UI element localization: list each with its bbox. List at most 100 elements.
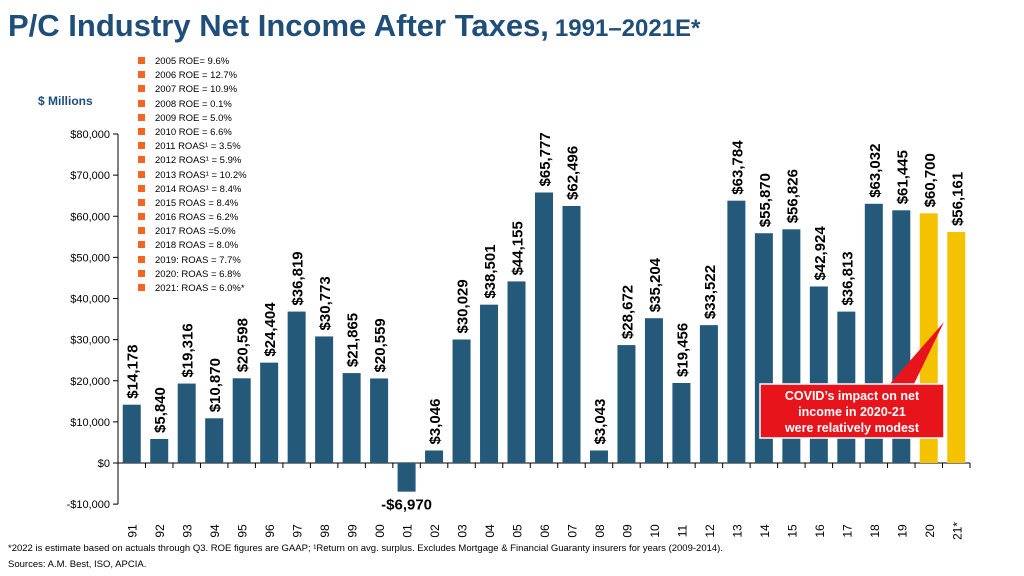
bar [397,463,416,492]
x-tick-label: 99 [346,524,360,538]
x-tick-label: 91 [126,524,140,538]
data-label: $28,672 [619,285,636,339]
legend-marker [138,156,145,164]
data-label: $55,870 [757,173,774,227]
units-label: $ Millions [38,94,93,108]
y-tick-label: $60,000 [70,211,110,223]
x-tick-label: 04 [483,524,497,538]
legend-item: 2014 ROAS¹ = 8.4% [138,183,247,197]
x-tick-label: 18 [868,524,882,538]
bar [452,339,471,463]
x-tick-label: 20 [923,524,937,538]
legend-marker [138,255,145,263]
legend-text: 2006 ROE = 12.7% [155,70,238,82]
chart-title: P/C Industry Net Income After Taxes, 1991… [8,8,700,52]
legend-item: 2011 ROAS¹ = 3.5% [138,140,247,154]
x-tick-label: 94 [208,524,222,538]
x-tick-label: 00 [373,524,387,538]
y-tick-label: $50,000 [70,252,110,264]
bar [672,382,691,463]
data-label: $44,155 [510,221,527,275]
x-tick-label: 07 [565,524,579,538]
bar [644,318,663,463]
y-tick-label: $20,000 [70,376,110,388]
x-tick-label: 08 [593,524,607,538]
data-label: $20,598 [235,318,252,372]
legend-item: 2017 ROAS =5.0% [138,225,247,239]
legend-text: 2017 ROAS =5.0% [155,226,236,238]
legend-item: 2021: ROAS = 6.0%* [138,282,247,296]
callout-text: COVID’s impact on net [785,389,920,403]
legend-marker [138,170,145,178]
legend-marker [138,269,145,277]
x-tick-label: 15 [785,524,799,538]
legend-marker [138,241,145,249]
legend-text: 2019: ROAS = 7.7% [155,254,241,266]
legend-item: 2009 ROE = 5.0% [138,112,247,126]
data-label: $3,043 [592,399,609,445]
bar [150,438,169,463]
data-label: $24,404 [262,302,279,357]
legend-text: 2009 ROE = 5.0% [155,112,232,124]
legend-marker [138,198,145,206]
x-tick-label: 11 [675,524,689,537]
bar [699,325,718,463]
data-label: $30,773 [317,276,334,330]
legend-marker [138,213,145,221]
x-tick-label: 03 [456,524,470,538]
legend-text: 2021: ROAS = 6.0%* [155,283,245,294]
x-tick-label: 92 [153,524,167,538]
data-label: $65,777 [537,132,554,186]
legend-marker [138,227,145,235]
chart-title-sub: 1991–2021E* [554,15,701,42]
data-label: $56,826 [784,169,801,223]
x-tick-label: 13 [730,524,744,538]
data-label: $63,784 [729,140,746,195]
data-label: $19,316 [180,323,197,377]
bar [727,200,746,463]
legend-marker [138,142,145,150]
data-label: $60,700 [922,153,939,207]
data-label: $36,819 [290,251,307,305]
data-label: $61,445 [894,150,911,204]
x-tick-label: 19 [895,524,909,538]
bar [535,192,553,464]
data-label: $5,840 [152,387,169,433]
x-tick-label: 05 [511,524,525,538]
x-tick-label: 17 [840,524,854,538]
x-tick-label: 93 [181,524,195,538]
footnote: *2022 is estimate based on actuals throu… [8,543,723,554]
legend-text: 2015 ROAS = 8.4% [155,197,239,209]
data-label: $20,559 [372,318,389,372]
x-tick-label: 12 [703,524,717,538]
y-tick-label: $10,000 [70,417,110,429]
legend-marker [138,284,145,291]
x-tick-label: 21* [950,522,964,540]
legend-marker [138,99,145,107]
legend-text: 2007 ROE = 10.9% [155,84,238,96]
legend-text: 2020: ROAS = 6.8% [155,268,241,280]
callout-arrow [888,322,944,388]
bar [562,205,581,463]
legend-text: 2008 ROE = 0.1% [155,98,232,110]
legend-item: 2008 ROE = 0.1% [138,98,247,112]
legend-text: 2012 ROAS¹ = 5.9% [155,155,242,167]
legend-item: 2019: ROAS = 7.7% [138,254,247,268]
callout-text: income in 2020-21 [798,405,906,419]
y-tick-label: $30,000 [70,335,110,347]
data-label: $30,029 [455,279,472,333]
sources-note: Sources: A.M. Best, ISO, APCIA. [8,559,147,570]
legend-item: 2015 ROAS = 8.4% [138,197,247,211]
bar [205,418,224,463]
legend-text: 2010 ROE = 6.6% [155,126,232,138]
data-label: $35,204 [647,257,664,312]
x-tick-label: 14 [758,524,772,538]
callout-box [759,383,945,439]
x-tick-label: 98 [318,524,332,538]
legend-item: 2007 ROE = 10.9% [138,83,247,97]
y-tick-label: -$10,000 [67,499,110,511]
data-label: -$6,970 [381,497,432,514]
bar [122,404,141,463]
legend-item: 2005 ROE= 9.6% [138,55,247,69]
